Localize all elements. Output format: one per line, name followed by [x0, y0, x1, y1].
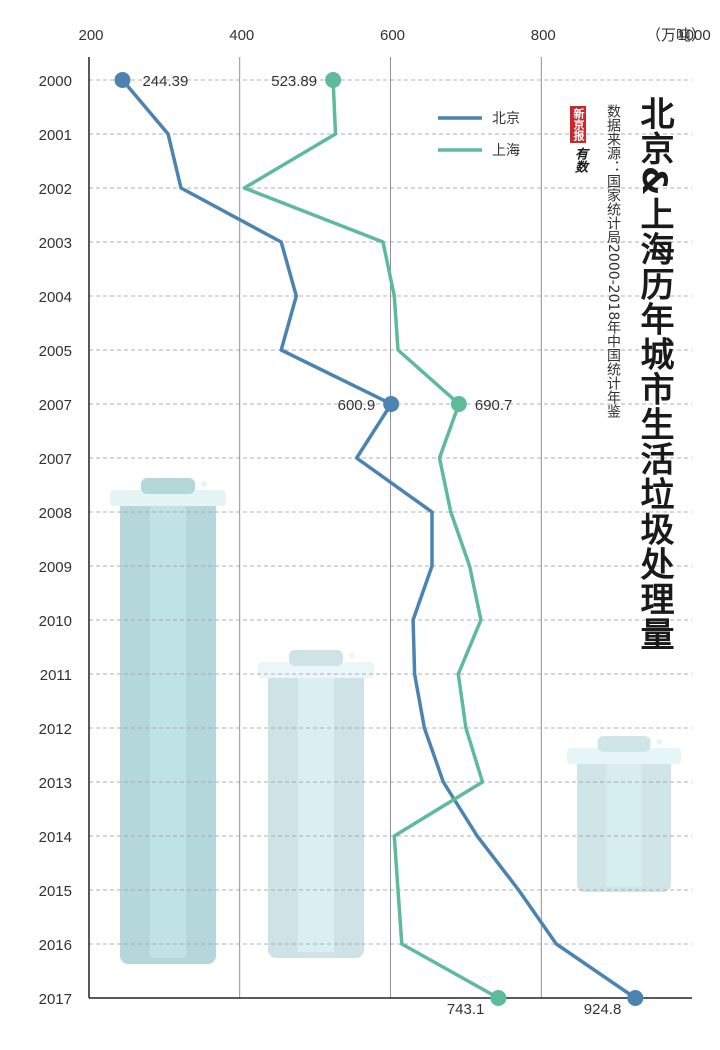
- data-label: 600.9: [338, 397, 376, 414]
- trash-bin-large-stripe: [150, 502, 186, 958]
- y-tick-label: 2007: [39, 451, 72, 468]
- series-lines: [121, 78, 637, 1000]
- trash-bin-medium-lid-top: [289, 650, 343, 666]
- y-tick-label: 2010: [39, 613, 72, 630]
- y-tick-label: 2011: [40, 667, 72, 684]
- trash-bin-decorations: [110, 478, 681, 964]
- data-point: [114, 72, 131, 88]
- series-points: [114, 72, 644, 1006]
- legend-label-beijing: 北京: [492, 111, 520, 127]
- y-tick-label: 2003: [39, 235, 72, 252]
- data-point: [383, 396, 400, 412]
- trash-bin-large-lid: [110, 490, 226, 506]
- y-tick-label: 2004: [39, 289, 72, 306]
- x-tick-label: 800: [531, 27, 556, 44]
- trash-bin-small-lid: [567, 748, 681, 764]
- trash-bin-large-lid-knob: [201, 481, 207, 487]
- axes: [88, 57, 692, 999]
- x-tick-label: 400: [229, 27, 254, 44]
- trash-bin-small: [567, 736, 681, 892]
- trash-bin-small-lid-top: [597, 736, 651, 752]
- y-tick-label: 2001: [39, 127, 72, 144]
- y-tick-label: 2014: [39, 829, 72, 846]
- data-label: 244.39: [142, 73, 188, 90]
- y-tick-label: 2009: [39, 559, 72, 576]
- y-tick-label: 2002: [39, 181, 72, 198]
- legend: 北京 上海: [438, 111, 520, 159]
- data-point: [325, 72, 342, 88]
- y-tick-label: 2005: [39, 343, 72, 360]
- y-tick-label: 2015: [39, 883, 72, 900]
- x-tick-label: 1000: [677, 27, 710, 44]
- y-tick-label: 2016: [39, 937, 72, 954]
- y-tick-label: 2000: [39, 73, 72, 90]
- data-point: [490, 990, 507, 1006]
- legend-label-shanghai: 上海: [492, 143, 520, 159]
- data-point: [450, 396, 467, 412]
- y-tick-label: 2013: [39, 775, 72, 792]
- y-tick-label: 2008: [39, 505, 72, 522]
- data-label: 523.89: [271, 73, 317, 90]
- data-label: 924.8: [584, 1001, 622, 1018]
- y-tick-label: 2012: [39, 721, 72, 738]
- trash-bin-large: [110, 478, 226, 964]
- series-line-beijing: [121, 78, 637, 1000]
- x-unit-label: （万吨）: [646, 26, 706, 44]
- y-tick-labels: 2000 2001 2002 2003 2004 2005 2007 2007 2008 2009…: [39, 73, 72, 1008]
- y-tick-label: 2007: [39, 397, 72, 414]
- trash-bin-medium-stripe: [298, 674, 334, 952]
- brand-logo-sub: 有数: [572, 147, 587, 173]
- x-tick-label: 200: [78, 27, 103, 44]
- trash-bin-small-lid-knob: [656, 739, 663, 745]
- trash-bin-small-stripe: [606, 760, 642, 886]
- x-tick-labels: 200 400 600 800 1000: [78, 27, 710, 44]
- trash-bin-large-lid-top: [141, 478, 195, 494]
- trash-bin-medium-lid-knob: [349, 653, 355, 659]
- x-tick-label: 600: [380, 27, 405, 44]
- brand-logo-badge: 新京报: [570, 106, 586, 143]
- chart-title: 北京&上海历年城市生活垃圾处理量: [634, 96, 674, 652]
- source-note: 数据来源：国家统计局2000-2018年中国统计年鉴: [605, 104, 621, 419]
- data-label: 690.7: [475, 397, 513, 414]
- data-labels: 244.39 600.9 924.8 523.89 690.7 743.1: [142, 73, 621, 1018]
- series-line-shanghai: [242, 79, 500, 1000]
- trash-bin-medium: [258, 650, 374, 958]
- data-point: [627, 990, 644, 1006]
- y-tick-label: 2017: [39, 991, 72, 1008]
- brand-logo: 新京报 有数: [570, 106, 594, 173]
- data-label: 743.1: [447, 1001, 485, 1018]
